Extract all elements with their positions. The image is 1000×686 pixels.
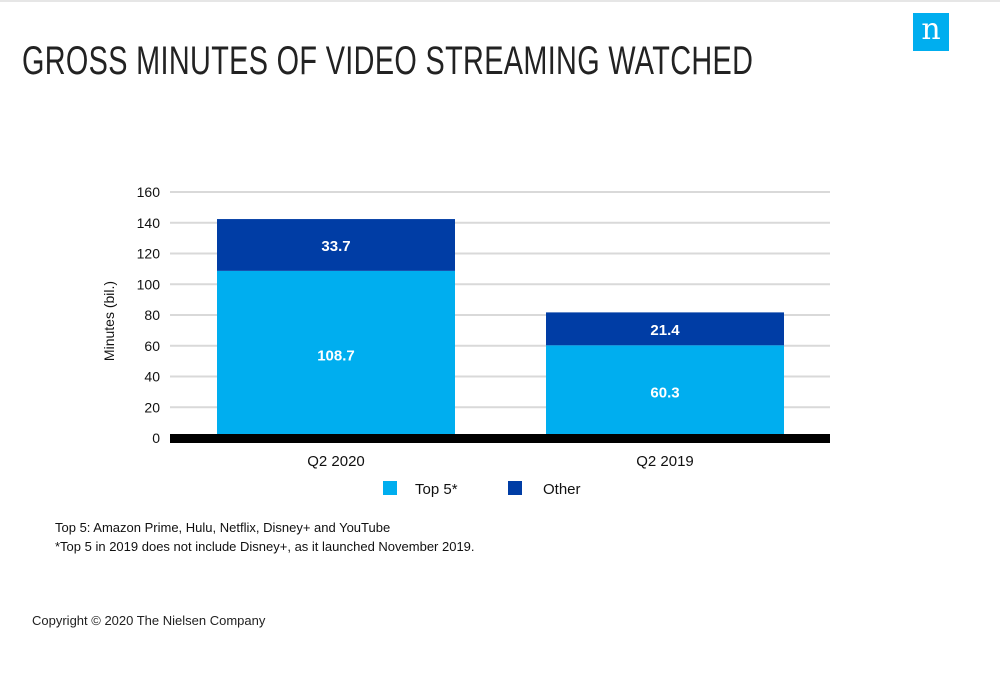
footnote-2019: *Top 5 in 2019 does not include Disney+,… [55,539,475,554]
x-tick-label: Q2 2020 [307,453,365,470]
data-label: 21.4 [650,322,680,339]
legend-label-top5: Top 5* [415,481,458,498]
y-tick-label: 80 [144,307,160,323]
top-rule [0,0,1000,2]
y-tick-label: 140 [137,215,161,231]
y-tick-label: 40 [144,369,160,385]
bar-top5 [217,270,455,438]
legend-swatch-other [508,481,522,495]
data-label: 108.7 [317,347,355,364]
bar-other [546,312,784,346]
y-axis-label: Minutes (bil.) [101,281,117,361]
x-axis-baseline [170,434,830,443]
footnote-top5: Top 5: Amazon Prime, Hulu, Netflix, Disn… [55,520,391,535]
y-tick-label: 60 [144,338,160,354]
data-label: 60.3 [650,385,679,402]
y-tick-label: 160 [137,184,161,200]
nielsen-logo-icon: n [913,13,949,51]
y-tick-label: 0 [152,430,160,446]
legend-label-other: Other [543,481,581,498]
legend-swatch-top5 [383,481,397,495]
bar-other [217,219,455,271]
copyright: Copyright © 2020 The Nielsen Company [32,613,266,628]
data-label: 33.7 [321,238,350,255]
x-tick-label: Q2 2019 [636,453,694,470]
y-tick-label: 20 [144,399,160,415]
chart-title: GROSS MINUTES OF VIDEO STREAMING WATCHED [22,39,754,83]
bar-top5 [546,345,784,438]
y-tick-label: 120 [137,246,161,262]
y-tick-label: 100 [137,276,161,292]
